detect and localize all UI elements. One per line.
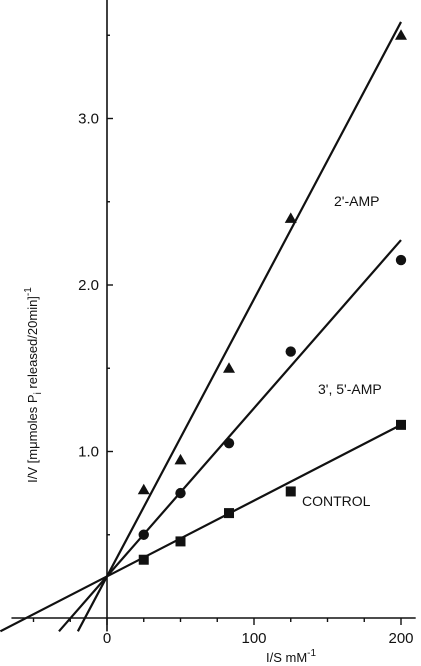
fit-lines (0, 21, 402, 633)
y-axis-title: I/V [mμmoles Pi released/20min]-1 (23, 287, 44, 483)
point-2-amp (223, 362, 236, 373)
y-axis-title-tail: released/20min] (25, 296, 40, 392)
x-axis-title-exponent: -1 (307, 648, 316, 659)
fit-line-3-5-amp (58, 239, 402, 633)
series-label-control: CONTROL (302, 493, 371, 509)
x-tick-label-100: 100 (241, 630, 266, 647)
x-tick-label-0: 0 (103, 630, 111, 647)
series-label-3-5-amp: 3', 5'-AMP (318, 381, 382, 397)
svg-text:I/V [mμmoles Pi released/20min: I/V [mμmoles Pi released/20min]-1 (23, 287, 44, 483)
point-2-amp (284, 212, 297, 223)
point-control (224, 508, 235, 519)
y-tick-label-3: 3.0 (78, 111, 99, 128)
fit-line-2-amp (76, 21, 402, 632)
series-label-2-amp: 2'-AMP (334, 193, 379, 209)
point-2-amp (137, 483, 150, 495)
y-tick-label-1: 1.0 (78, 444, 99, 461)
point-control (175, 536, 186, 547)
svg-text:I/S mM-1: I/S mM-1 (266, 648, 317, 665)
fit-line-control (0, 423, 402, 633)
x-axis-title-text: I/S mM (266, 650, 307, 665)
point-3-5-amp (138, 529, 149, 540)
x-tick-label-200: 200 (388, 630, 413, 647)
point-2-amp (395, 29, 407, 40)
point-2-amp (174, 453, 187, 465)
point-control (396, 419, 406, 430)
y-axis-title-exponent: -1 (23, 287, 34, 296)
y-axis-title-text: I/V [mμmoles P (25, 394, 40, 482)
point-3-5-amp (285, 346, 296, 357)
data-points (137, 29, 407, 565)
labels: 2'-AMP 3', 5'-AMP CONTROL I/S mM-1 I/V [… (23, 193, 382, 665)
point-3-5-amp (175, 487, 186, 499)
y-axis-title-subscript: i (33, 392, 44, 394)
y-tick-label-2: 2.0 (78, 277, 99, 294)
point-3-5-amp (223, 437, 235, 449)
point-3-5-amp (395, 254, 407, 266)
x-axis-title: I/S mM-1 (266, 648, 317, 665)
point-control (285, 486, 296, 497)
point-control (138, 554, 149, 565)
